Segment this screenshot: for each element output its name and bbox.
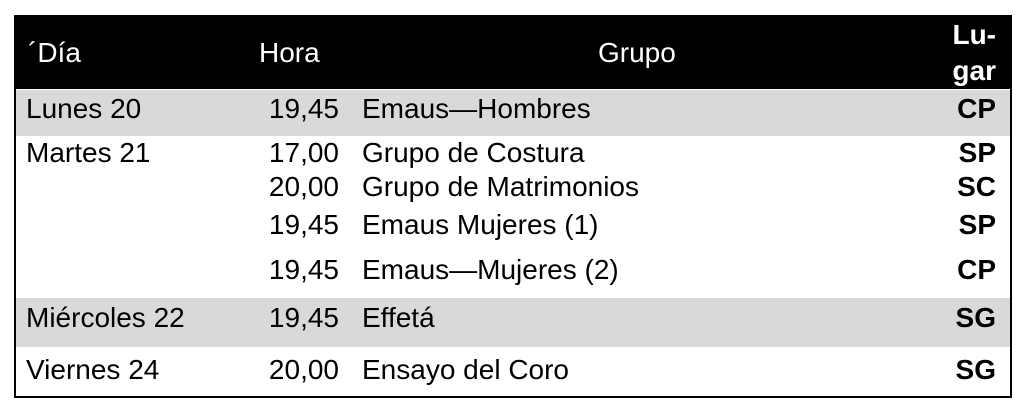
- row-place: SP: [958, 209, 996, 240]
- row-day: Miércoles 22: [26, 302, 185, 333]
- row-time: 19,45: [268, 93, 339, 124]
- row-band-lunes: [16, 90, 1010, 136]
- row-group: Emaus—Hombres: [362, 93, 591, 124]
- row-group: Ensayo del Coro: [362, 354, 570, 385]
- row-group: Effetá: [362, 302, 435, 333]
- row-place: SC: [957, 171, 996, 202]
- row-group: Grupo de Matrimonios: [362, 171, 640, 202]
- header-place-1: Lu-: [952, 19, 996, 50]
- row-group: Grupo de Costura: [362, 137, 585, 168]
- row-day: Martes 21: [26, 137, 151, 168]
- row-band-miercoles: [16, 298, 1010, 347]
- header-group: Grupo: [598, 37, 676, 68]
- row-time: 20,00: [268, 354, 339, 385]
- row-group: Emaus Mujeres (1): [362, 209, 599, 240]
- header-day: ´Día: [28, 37, 81, 68]
- table-header: ´Día Hora Grupo Lu- gar: [16, 17, 1010, 89]
- row-time: 19,45: [268, 254, 339, 285]
- row-time: 19,45: [268, 302, 339, 333]
- row-place: CP: [957, 254, 996, 285]
- schedule-table: ´Día Hora Grupo Lu- gar Lunes 20 19,45 Ema…: [14, 15, 1012, 398]
- row-day: Lunes 20: [26, 93, 142, 124]
- row-time: 17,00: [268, 137, 339, 168]
- row-time: 20,00: [268, 171, 339, 202]
- row-time: 19,45: [268, 209, 339, 240]
- header-place-2: gar: [952, 55, 996, 86]
- row-place: SP: [958, 137, 996, 168]
- row-day: Viernes 24: [26, 354, 160, 385]
- row-group: Emaus—Mujeres (2): [362, 254, 619, 285]
- row-place: CP: [957, 93, 996, 124]
- row-place: SG: [955, 302, 996, 333]
- row-place: SG: [955, 354, 996, 385]
- header-time: Hora: [259, 37, 320, 68]
